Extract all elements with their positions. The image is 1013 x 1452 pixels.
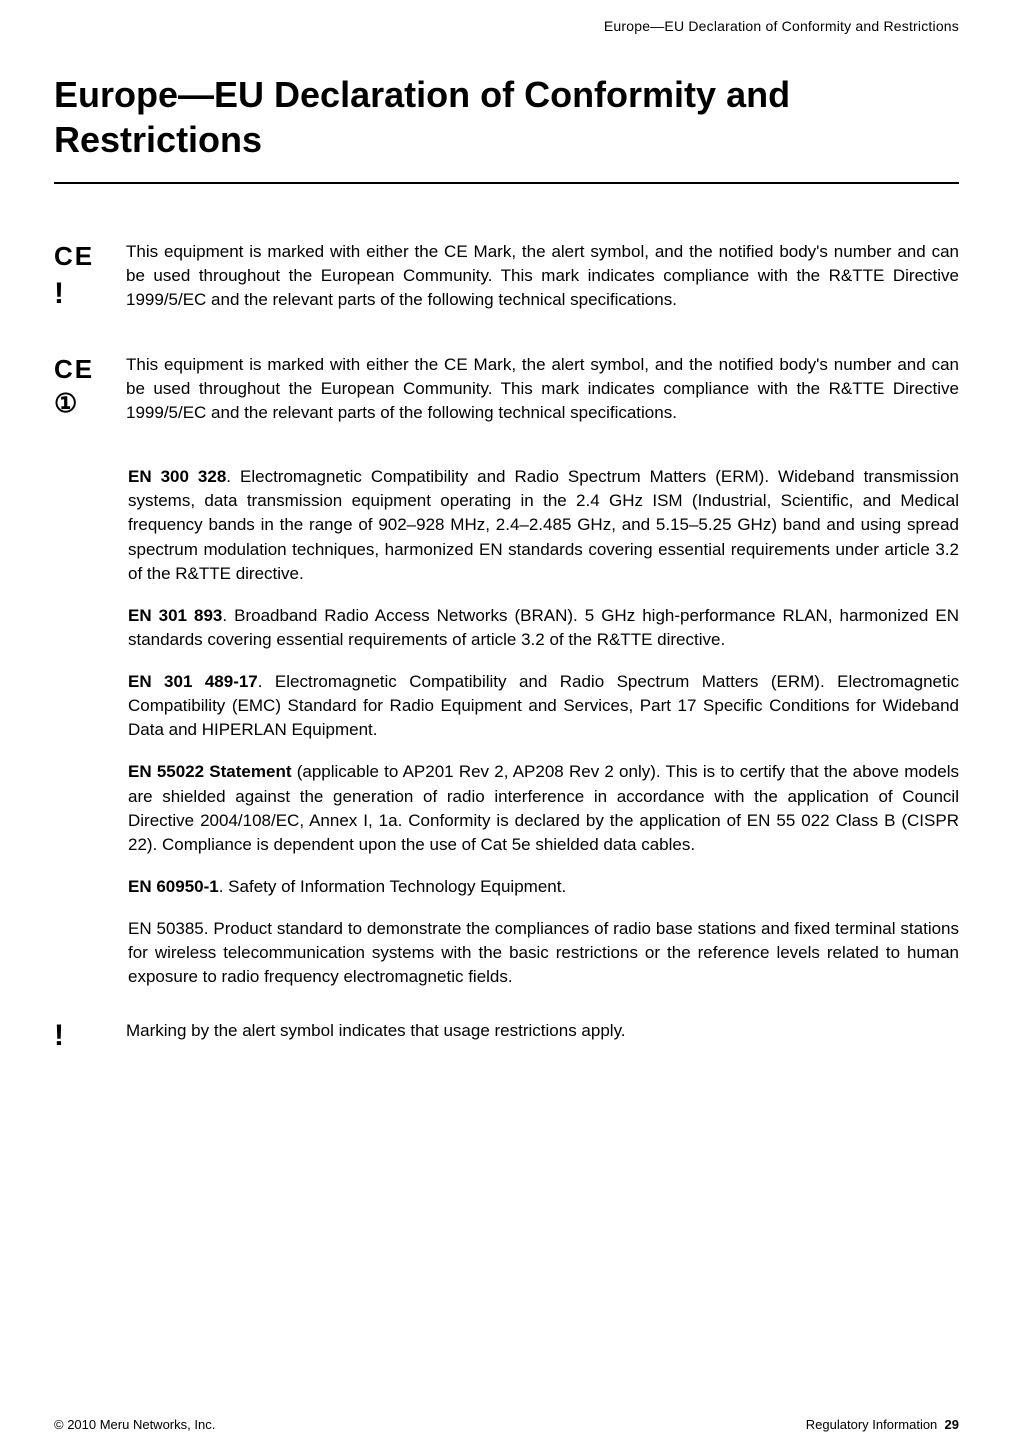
alert-icon: ! <box>54 1019 100 1053</box>
standard-en-301-489-17: EN 301 489-17. Electromagnetic Compatibi… <box>128 670 959 742</box>
standard-name: EN 300 328 <box>128 467 226 486</box>
standards-list: EN 300 328. Electromagnetic Compatibilit… <box>128 465 959 989</box>
standard-name: EN 60950-1 <box>128 877 219 896</box>
standard-name: EN 301 893 <box>128 606 222 625</box>
standard-en-300-328: EN 300 328. Electromagnetic Compatibilit… <box>128 465 959 586</box>
alert-icon: ! <box>54 274 100 313</box>
page-footer: © 2010 Meru Networks, Inc. Regulatory In… <box>54 1417 959 1432</box>
notice-block-1: CE ! This equipment is marked with eithe… <box>54 240 959 313</box>
standard-en-50385: EN 50385. Product standard to demonstrat… <box>128 917 959 989</box>
notice-block-2: CE ① This equipment is marked with eithe… <box>54 353 959 425</box>
notice-text-2: This equipment is marked with either the… <box>126 353 959 425</box>
standard-en-301-893: EN 301 893. Broadband Radio Access Netwo… <box>128 604 959 652</box>
title-rule <box>54 182 959 184</box>
standard-desc: . Electromagnetic Compatibility and Radi… <box>128 467 959 583</box>
standard-en-60950-1: EN 60950-1. Safety of Information Techno… <box>128 875 959 899</box>
footer-label: Regulatory Information <box>806 1417 938 1432</box>
standard-desc: EN 50385. Product standard to demonstrat… <box>128 919 959 986</box>
ce-mark: CE <box>54 353 100 387</box>
standard-name: EN 55022 Statement <box>128 762 292 781</box>
ce-symbol-block-2: CE ① <box>54 353 100 425</box>
page-number: 29 <box>945 1417 959 1432</box>
ce-mark: CE <box>54 240 100 274</box>
marking-text: Marking by the alert symbol indicates th… <box>126 1019 626 1053</box>
running-header: Europe—EU Declaration of Conformity and … <box>54 18 959 34</box>
notified-body-icon: ① <box>54 387 100 421</box>
ce-symbol-block-1: CE ! <box>54 240 100 313</box>
standard-desc: . Broadband Radio Access Networks (BRAN)… <box>128 606 959 649</box>
standard-name: EN 301 489-17 <box>128 672 258 691</box>
standard-desc: . Safety of Information Technology Equip… <box>219 877 566 896</box>
marking-note: ! Marking by the alert symbol indicates … <box>54 1019 959 1053</box>
page-title: Europe—EU Declaration of Conformity and … <box>54 72 959 162</box>
copyright: © 2010 Meru Networks, Inc. <box>54 1417 215 1432</box>
footer-right: Regulatory Information 29 <box>806 1417 959 1432</box>
notice-text-1: This equipment is marked with either the… <box>126 240 959 313</box>
standard-en-55022: EN 55022 Statement (applicable to AP201 … <box>128 760 959 857</box>
